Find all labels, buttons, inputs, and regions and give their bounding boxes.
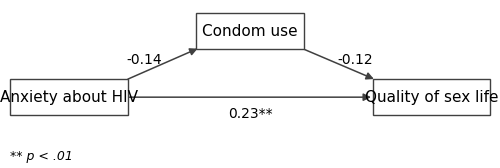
Text: Condom use: Condom use [202, 24, 298, 39]
Text: Quality of sex life: Quality of sex life [364, 90, 498, 105]
Text: -0.14: -0.14 [127, 53, 162, 67]
FancyBboxPatch shape [372, 79, 490, 115]
Text: -0.12: -0.12 [338, 53, 373, 67]
Text: ** p < .01: ** p < .01 [10, 150, 73, 163]
FancyBboxPatch shape [196, 13, 304, 49]
Text: 0.23**: 0.23** [228, 107, 272, 121]
Text: Anxiety about HIV: Anxiety about HIV [0, 90, 138, 105]
FancyBboxPatch shape [10, 79, 128, 115]
